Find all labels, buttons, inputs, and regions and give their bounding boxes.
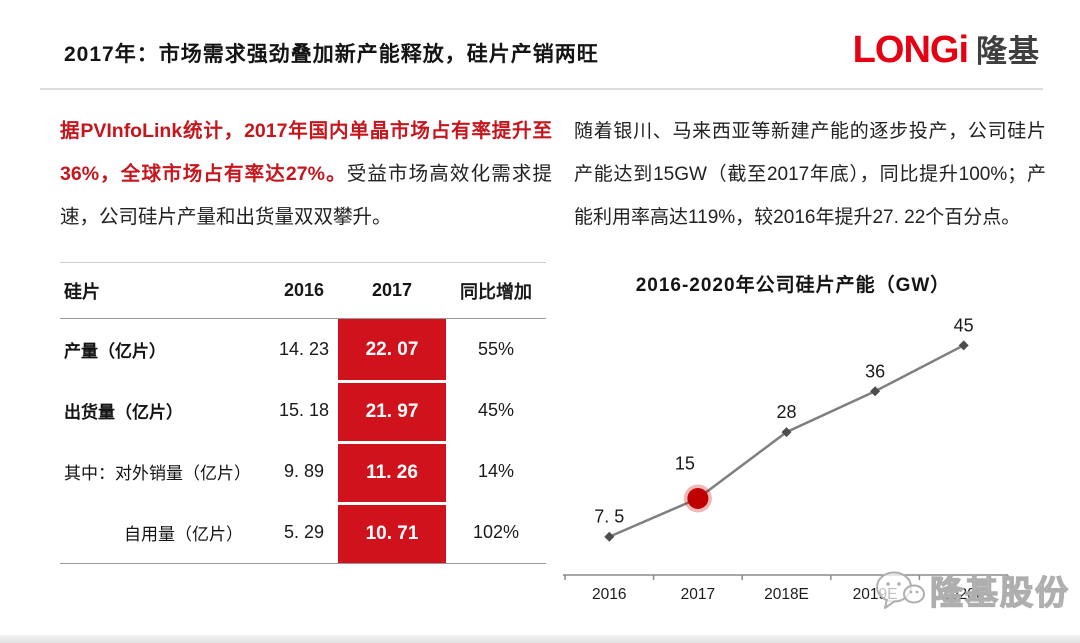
value-2017-highlight: 11. 26	[338, 441, 446, 502]
col-header-2016: 2016	[283, 280, 325, 300]
chart-marker	[870, 386, 881, 397]
longi-logo-latin: LONGi	[852, 29, 969, 71]
table-row: 产量（亿片） 14. 23 22. 07 55%	[60, 319, 546, 380]
chart-value-label: 36	[865, 361, 885, 381]
row-label: 其中：对外销量（亿片）	[64, 464, 251, 483]
chart-highlight-dot	[687, 487, 709, 509]
value-2017-highlight: 22. 07	[338, 319, 446, 380]
header-divider	[40, 88, 1043, 90]
chart-category-label: 2017	[681, 586, 715, 603]
yoy-value: 45%	[477, 400, 515, 420]
page-title: 2017年：市场需求强劲叠加新产能释放，硅片产销两旺	[64, 43, 599, 66]
watermark-text: 隆基股份	[929, 573, 1070, 611]
col-header-wafer: 硅片	[64, 281, 100, 302]
chart-marker	[958, 340, 969, 351]
wechat-icon	[876, 571, 925, 609]
table-row: 自用量（亿片） 5. 29 10. 71 102%	[60, 502, 546, 563]
table-row: 出货量（亿片） 15. 18 21. 97 45%	[60, 380, 546, 441]
left-summary-red-text: 据PVInfoLink统计，2017年国内单晶市场占有率提升至36%，全球市场占…	[60, 120, 552, 185]
value-2016: 15. 18	[278, 400, 330, 420]
left-summary-black-text: 受益市场高效化需求提速，公司硅片产量和出货量双双攀升。	[60, 163, 552, 228]
longi-logo: LONGi 隆基	[853, 26, 1040, 72]
table-header-row: 硅片 2016 2017 同比增加	[60, 263, 546, 319]
col-header-yoy: 同比增加	[460, 281, 532, 302]
chart-value-label: 28	[776, 402, 796, 422]
value-2016: 14. 23	[278, 339, 330, 359]
chart-line	[608, 344, 965, 538]
chart-title: 2016-2020年公司硅片产能（GW）	[635, 275, 951, 296]
value-2017-highlight: 10. 71	[338, 502, 446, 563]
yoy-value: 14%	[477, 461, 515, 481]
yoy-value: 102%	[472, 522, 520, 542]
chart-marker	[604, 531, 615, 542]
right-summary-paragraph: 随着银川、马来西亚等新建产能的逐步投产，公司硅片产能达到15GW（截至2017年…	[574, 121, 1046, 228]
value-2016: 5. 29	[283, 522, 325, 542]
chart-category-label: 2020E	[941, 586, 986, 603]
row-label: 出货量（亿片）	[64, 403, 183, 422]
chart-value-label: 45	[954, 315, 974, 335]
watermark: 隆基股份	[872, 566, 1070, 614]
table-row: 其中：对外销量（亿片） 9. 89 11. 26 14%	[60, 441, 546, 502]
chart-category-label: 2018E	[764, 586, 809, 603]
left-summary-paragraph: 据PVInfoLink统计，2017年国内单晶市场占有率提升至36%，全球市场占…	[60, 110, 552, 239]
row-label: 产量（亿片）	[64, 342, 166, 361]
chart-marker	[781, 427, 792, 438]
row-label: 自用量（亿片）	[124, 525, 243, 544]
yoy-value: 55%	[477, 339, 515, 359]
value-2016: 9. 89	[283, 461, 325, 481]
chart-value-label: 7. 5	[594, 507, 624, 527]
value-2017-highlight: 21. 97	[338, 380, 446, 441]
longi-logo-cjk: 隆基	[976, 34, 1040, 69]
bottom-strip	[0, 635, 1080, 643]
col-header-2017: 2017	[371, 280, 413, 300]
chart-category-label: 2016	[592, 586, 626, 603]
wafer-table: 硅片 2016 2017 同比增加 产量（亿片） 14. 23 22. 07 5…	[60, 262, 546, 564]
chart-value-label: 15	[675, 453, 695, 473]
